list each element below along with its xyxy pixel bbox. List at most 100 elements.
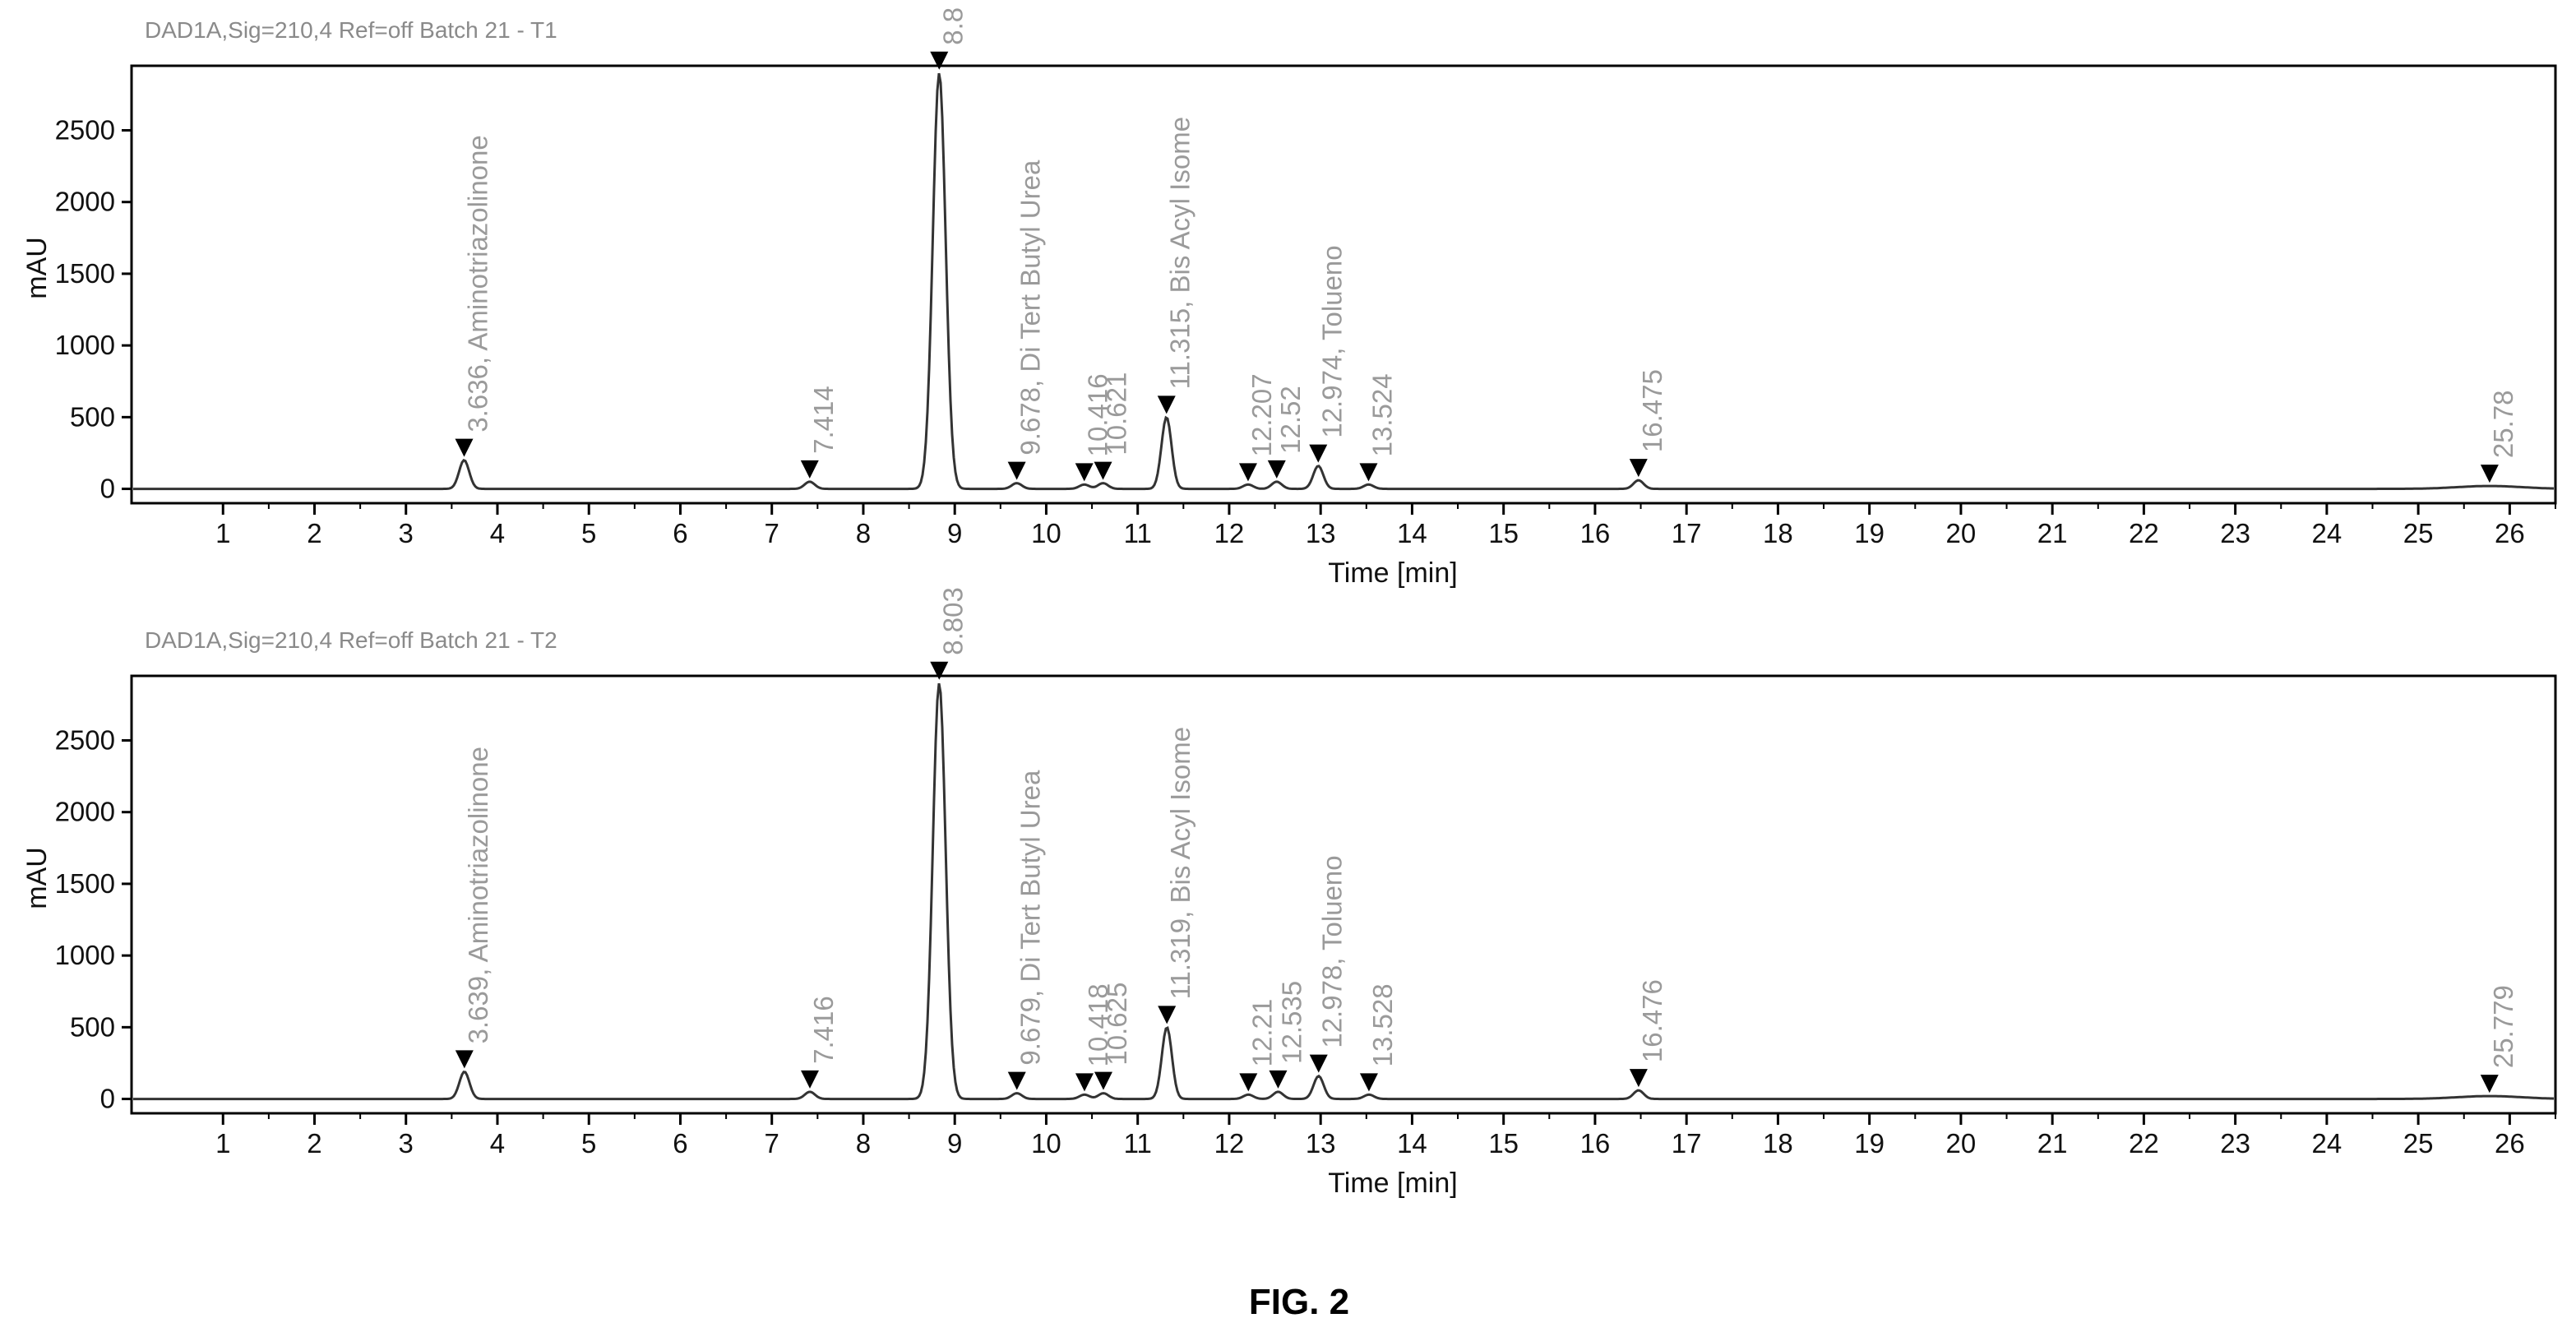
x-tick-label: 10 xyxy=(1031,518,1061,548)
peak-marker xyxy=(1158,1006,1177,1024)
y-tick-label: 2000 xyxy=(55,187,115,217)
peak-label: 10.416 xyxy=(1083,373,1113,456)
x-tick-label: 18 xyxy=(1763,518,1793,548)
x-tick-label: 2 xyxy=(307,518,321,548)
peak-marker xyxy=(1094,461,1112,480)
peak-label: 12.52 xyxy=(1275,386,1306,454)
x-tick-label: 17 xyxy=(1672,518,1702,548)
x-tick-label: 3 xyxy=(399,518,414,548)
chart-title: DAD1A,Sig=210,4 Ref=off Batch 21 - T2 xyxy=(145,627,557,653)
x-tick-label: 9 xyxy=(947,518,962,548)
peak-marker xyxy=(1309,444,1328,463)
x-tick-label: 21 xyxy=(2037,1128,2068,1159)
y-tick-label: 0 xyxy=(100,1084,115,1114)
signal-trace xyxy=(133,682,2555,1101)
x-tick-label: 5 xyxy=(581,1128,596,1159)
peak-marker xyxy=(800,1070,819,1089)
peak-label: 3.639, Aminotriazolinone xyxy=(463,747,493,1043)
x-tick-label: 2 xyxy=(307,1128,321,1159)
x-tick-label: 11 xyxy=(1124,518,1152,548)
peak-marker xyxy=(2480,1075,2499,1094)
peak-marker xyxy=(2480,465,2499,483)
x-tick-label: 15 xyxy=(1488,518,1519,548)
peak-marker xyxy=(930,661,949,680)
y-tick-label: 500 xyxy=(70,1011,115,1042)
chart-title: DAD1A,Sig=210,4 Ref=off Batch 21 - T1 xyxy=(145,17,557,43)
y-tick-label: 1000 xyxy=(55,940,115,970)
x-tick-label: 22 xyxy=(2129,1128,2159,1159)
x-axis-label: Time [min] xyxy=(1328,1168,1457,1199)
peak-label: 12.978, Tolueno xyxy=(1317,855,1348,1048)
peak-label: 12.535 xyxy=(1276,981,1306,1064)
peak-marker xyxy=(1629,459,1648,478)
peak-marker xyxy=(1157,395,1176,414)
x-tick-label: 1 xyxy=(215,1128,230,1159)
y-tick-label: 1000 xyxy=(55,330,115,360)
peak-label: 10.621 xyxy=(1102,372,1132,456)
y-axis-label: mAU xyxy=(21,847,53,909)
x-tick-label: 16 xyxy=(1580,1128,1611,1159)
x-tick-label: 4 xyxy=(490,1128,505,1159)
x-tick-label: 24 xyxy=(2312,1128,2342,1159)
peak-marker xyxy=(1075,463,1094,482)
peak-marker xyxy=(1309,1054,1328,1073)
x-tick-label: 23 xyxy=(2220,1128,2250,1159)
x-tick-label: 12 xyxy=(1214,518,1245,548)
x-tick-label: 6 xyxy=(673,518,687,548)
x-tick-label: 18 xyxy=(1763,1128,1793,1159)
plot-frame xyxy=(130,64,2557,505)
y-tick-label: 1500 xyxy=(55,258,115,289)
x-tick-label: 11 xyxy=(1124,1128,1152,1159)
x-tick-label: 6 xyxy=(673,1128,687,1159)
x-tick-label: 26 xyxy=(2495,1128,2525,1159)
peak-label: 12.974, Tolueno xyxy=(1316,245,1347,437)
peak-label: 25.78 xyxy=(2488,390,2518,458)
peak-label: 12.207 xyxy=(1246,373,1277,456)
chromatogram-panel-t2: DAD1A,Sig=210,4 Ref=off Batch 21 - T2 0 50… xyxy=(21,587,2557,1199)
peak-marker xyxy=(930,51,949,70)
x-tick-label: 23 xyxy=(2220,518,2250,548)
x-tick-label: 13 xyxy=(1306,1128,1336,1159)
x-tick-label: 19 xyxy=(1854,1128,1885,1159)
x-tick-label: 25 xyxy=(2403,518,2434,548)
peak-label: 16.476 xyxy=(1637,979,1667,1062)
x-tick-label: 25 xyxy=(2403,1128,2434,1159)
x-tick-label: 7 xyxy=(765,1128,779,1159)
x-tick-label: 13 xyxy=(1306,518,1336,548)
chromatogram-panel-t1: DAD1A,Sig=210,4 Ref=off Batch 21 - T1 0 50… xyxy=(21,7,2557,589)
peak-label: 11.319, Bis Acyl Isome xyxy=(1165,727,1196,999)
x-tick-label: 14 xyxy=(1397,518,1427,548)
x-tick-label: 9 xyxy=(947,1128,962,1159)
y-axis-label: mAU xyxy=(21,237,53,299)
peak-label: 7.416 xyxy=(808,996,839,1064)
plot-frame xyxy=(130,674,2557,1115)
peak-marker xyxy=(1269,1070,1288,1089)
x-tick-label: 16 xyxy=(1580,518,1611,548)
x-tick-label: 22 xyxy=(2129,518,2159,548)
peak-marker xyxy=(1094,1071,1112,1090)
x-tick-label: 20 xyxy=(1946,1128,1977,1159)
peak-marker xyxy=(455,438,474,457)
peak-label: 13.528 xyxy=(1367,983,1398,1066)
peak-label: 8.803 xyxy=(937,587,968,655)
peak-label: 10.418 xyxy=(1083,983,1113,1066)
x-tick-label: 1 xyxy=(215,518,230,548)
x-tick-label: 3 xyxy=(399,1128,414,1159)
peak-marker xyxy=(1238,463,1257,482)
peak-label: 8.8 xyxy=(937,7,968,45)
peak-marker xyxy=(1239,1073,1258,1092)
x-tick-label: 10 xyxy=(1031,1128,1061,1159)
y-tick-label: 0 xyxy=(100,474,115,504)
peak-label: 13.524 xyxy=(1367,373,1397,456)
peak-label: 25.779 xyxy=(2488,985,2518,1068)
x-tick-label: 7 xyxy=(765,518,779,548)
x-tick-label: 8 xyxy=(856,1128,871,1159)
peak-marker xyxy=(1359,1073,1378,1092)
peak-marker xyxy=(1075,1073,1094,1092)
peak-marker xyxy=(800,460,819,479)
x-tick-label: 17 xyxy=(1672,1128,1702,1159)
peak-label: 10.625 xyxy=(1102,983,1132,1066)
x-tick-label: 24 xyxy=(2312,518,2342,548)
figure-caption: FIG. 2 xyxy=(1249,1282,1349,1322)
